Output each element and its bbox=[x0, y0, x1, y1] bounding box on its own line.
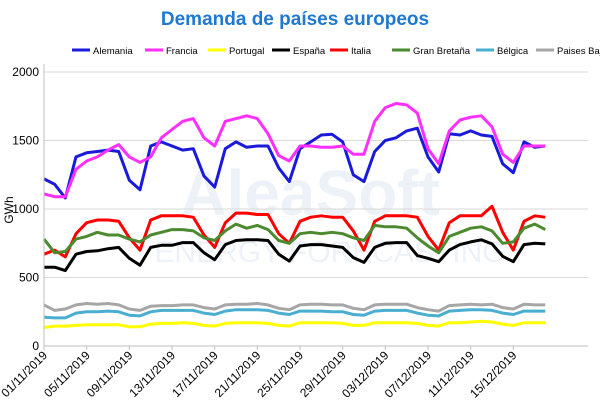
legend-label-francia: Francia bbox=[166, 46, 198, 57]
y-tick-label: 0 bbox=[32, 339, 39, 353]
series-line-portugal bbox=[43, 319, 546, 329]
legend-label-alemania: Alemania bbox=[93, 46, 133, 57]
y-tick-label: 1000 bbox=[12, 202, 39, 216]
legend: Alemania Francia Portugal España Italia Gran … bbox=[72, 46, 600, 57]
legend-label-gran-bretana: Gran Bretaña bbox=[413, 46, 471, 57]
x-tick-label: 15/12/2019 bbox=[467, 348, 520, 401]
y-axis-label: GWh bbox=[2, 196, 16, 223]
chart-title: Demanda de países europeos bbox=[161, 9, 429, 30]
series-line-espana bbox=[44, 238, 546, 273]
legend-label-portugal: Portugal bbox=[229, 46, 264, 57]
legend-label-italia: Italia bbox=[351, 46, 372, 57]
watermark-subtext: ENERGY FORECASTING bbox=[154, 236, 505, 269]
legend-label-paises-bajos: Paises Bajos bbox=[557, 46, 600, 57]
legend-label-belgica: Bélgica bbox=[497, 46, 529, 57]
y-tick-label: 500 bbox=[19, 271, 39, 285]
series-line-gran-bretana bbox=[42, 222, 546, 255]
series-line-italia bbox=[43, 204, 546, 259]
y-tick-label: 2000 bbox=[12, 65, 39, 79]
series-line-francia bbox=[43, 102, 546, 199]
legend-label-espana: España bbox=[293, 46, 326, 57]
series-line-paises-bajos bbox=[43, 302, 546, 313]
y-tick-label: 1500 bbox=[12, 134, 39, 148]
series-line-alemania bbox=[43, 126, 546, 200]
series-layer bbox=[42, 102, 546, 329]
series-line-belgica bbox=[43, 308, 546, 320]
